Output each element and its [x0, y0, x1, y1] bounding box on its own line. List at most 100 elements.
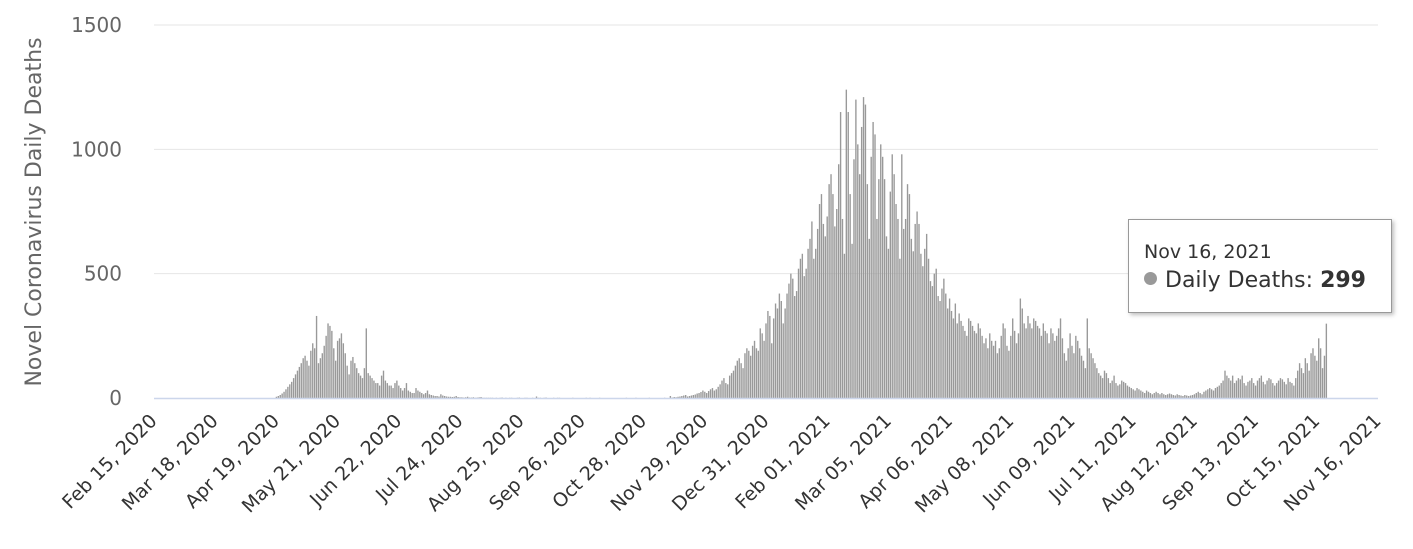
bar[interactable] [461, 397, 463, 398]
bar[interactable] [277, 396, 279, 398]
bar[interactable] [1136, 388, 1138, 398]
bar[interactable] [983, 343, 985, 398]
bar[interactable] [1111, 380, 1113, 398]
bar[interactable] [828, 184, 830, 398]
bar[interactable] [862, 97, 865, 399]
bar[interactable] [1312, 348, 1314, 398]
bar[interactable] [1084, 368, 1087, 398]
bar[interactable] [392, 388, 394, 398]
bar[interactable] [331, 330, 333, 398]
bar[interactable] [1090, 353, 1092, 398]
bar[interactable] [859, 174, 861, 398]
bar[interactable] [1270, 379, 1272, 398]
bar[interactable] [434, 396, 436, 398]
bar[interactable] [973, 330, 976, 398]
bar[interactable] [700, 392, 702, 398]
bar[interactable] [1048, 343, 1050, 398]
bar[interactable] [794, 296, 796, 398]
bar[interactable] [782, 323, 784, 398]
bar[interactable] [1101, 378, 1104, 398]
bar[interactable] [428, 394, 431, 398]
bar[interactable] [853, 159, 855, 398]
bar[interactable] [1296, 370, 1299, 398]
bar[interactable] [279, 395, 281, 398]
bar[interactable] [1105, 373, 1108, 398]
bar[interactable] [956, 323, 958, 398]
bar[interactable] [440, 394, 442, 398]
bar[interactable] [1031, 328, 1033, 398]
bar[interactable] [535, 396, 538, 398]
bar[interactable] [1166, 394, 1169, 398]
bar[interactable] [1228, 378, 1230, 398]
bar[interactable] [771, 343, 773, 398]
bar[interactable] [346, 365, 348, 398]
bar[interactable] [994, 340, 997, 398]
bar[interactable] [878, 179, 880, 398]
bar[interactable] [281, 393, 283, 398]
bar[interactable] [1180, 395, 1182, 398]
bar[interactable] [1191, 395, 1194, 398]
bar[interactable] [740, 363, 742, 398]
bar[interactable] [1109, 383, 1111, 398]
bar[interactable] [706, 393, 708, 398]
bar[interactable] [329, 325, 331, 398]
bar[interactable] [1222, 380, 1224, 398]
bar[interactable] [736, 360, 738, 398]
bar[interactable] [977, 323, 979, 398]
bar[interactable] [1143, 393, 1146, 398]
bar[interactable] [675, 397, 677, 398]
bar[interactable] [422, 394, 425, 398]
bar[interactable] [1260, 375, 1263, 398]
bar[interactable] [910, 238, 913, 398]
bar[interactable] [1268, 378, 1270, 398]
bar[interactable] [763, 340, 765, 398]
bar[interactable] [407, 390, 410, 398]
bar[interactable] [1059, 318, 1062, 398]
bar[interactable] [1019, 298, 1022, 398]
bar[interactable] [866, 184, 869, 398]
bar[interactable] [805, 268, 807, 398]
bar[interactable] [677, 396, 679, 398]
bar[interactable] [797, 268, 800, 398]
bar[interactable] [1165, 395, 1167, 398]
bar[interactable] [696, 393, 698, 398]
bar[interactable] [1040, 335, 1043, 398]
bar[interactable] [1170, 394, 1173, 398]
bar[interactable] [818, 204, 821, 398]
bar[interactable] [1251, 378, 1253, 398]
bar[interactable] [421, 393, 423, 398]
bar[interactable] [891, 154, 893, 398]
bar[interactable] [847, 112, 849, 398]
bar[interactable] [1285, 384, 1287, 398]
bar[interactable] [1132, 389, 1134, 398]
bar[interactable] [947, 308, 949, 398]
bar[interactable] [321, 353, 323, 398]
bar[interactable] [1237, 378, 1240, 398]
bar[interactable] [335, 360, 337, 398]
bar[interactable] [1042, 323, 1044, 398]
bar[interactable] [839, 112, 842, 398]
bar[interactable] [447, 396, 450, 398]
bar[interactable] [717, 386, 719, 398]
bar[interactable] [403, 388, 406, 398]
bar[interactable] [382, 370, 385, 398]
bar[interactable] [1056, 335, 1058, 398]
bar[interactable] [1094, 363, 1096, 398]
bar[interactable] [357, 373, 360, 398]
bar[interactable] [1017, 333, 1020, 398]
bar[interactable] [1321, 368, 1324, 398]
bar[interactable] [415, 388, 417, 398]
bar[interactable] [883, 179, 886, 398]
bar[interactable] [809, 238, 811, 398]
bar[interactable] [816, 228, 819, 398]
bar[interactable] [480, 397, 482, 398]
bar[interactable] [283, 391, 285, 398]
bar[interactable] [1027, 315, 1029, 398]
bar[interactable] [690, 395, 693, 398]
bar[interactable] [363, 368, 366, 398]
bar[interactable] [744, 353, 746, 398]
bar[interactable] [317, 363, 320, 398]
bar[interactable] [384, 380, 387, 398]
bar[interactable] [294, 374, 297, 398]
bar[interactable] [799, 258, 802, 398]
